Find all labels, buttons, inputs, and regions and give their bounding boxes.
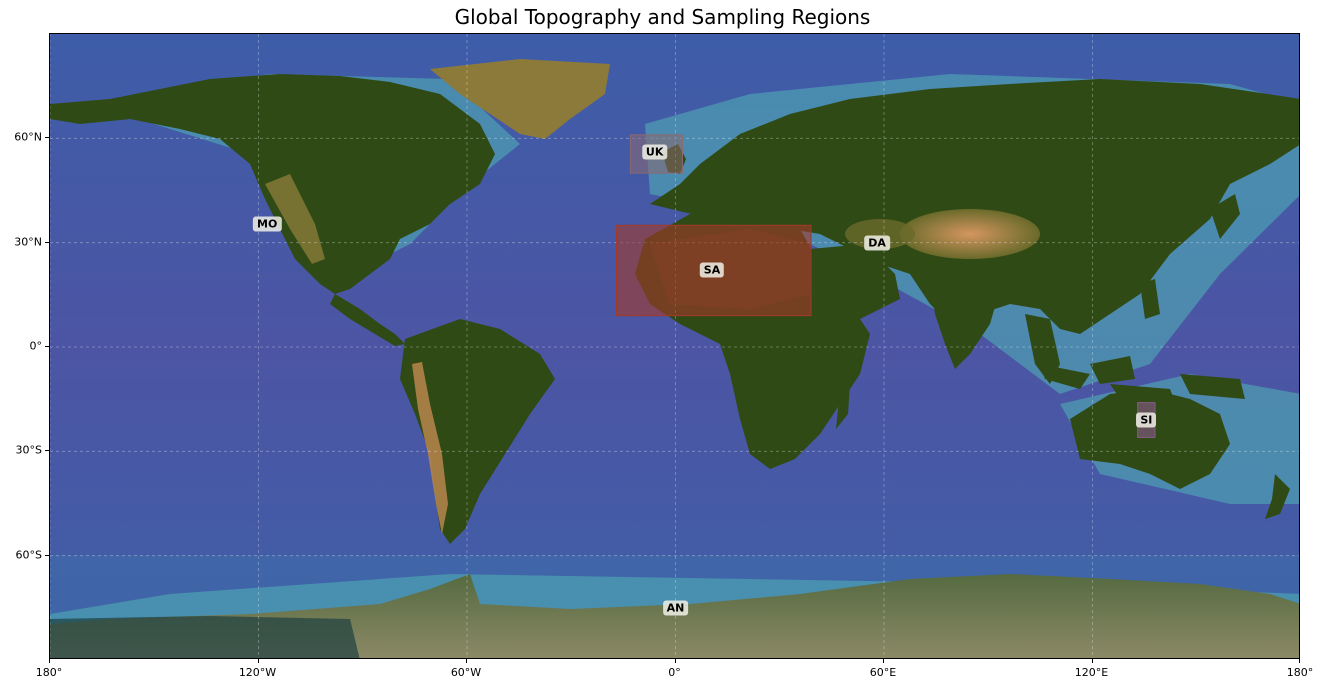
x-tick-mark bbox=[466, 659, 467, 663]
x-tick-mark bbox=[1091, 659, 1093, 663]
east-asia-islands bbox=[1140, 194, 1240, 319]
region-label-da[interactable]: DA bbox=[864, 235, 890, 251]
x-tick-label: 60°E bbox=[869, 666, 897, 679]
y-tick-mark bbox=[45, 450, 49, 452]
y-tick-label: 0° bbox=[29, 339, 43, 353]
x-tick-mark bbox=[49, 659, 50, 663]
central-america-landmass bbox=[330, 294, 405, 346]
y-tick-mark bbox=[45, 137, 49, 139]
x-tick-label: 0° bbox=[668, 666, 681, 679]
x-tick-label: 120°W bbox=[238, 666, 277, 679]
y-tick-mark bbox=[45, 241, 49, 243]
new-zealand-landmass bbox=[1265, 474, 1290, 519]
map-panel[interactable]: UK MO SA DA SI AN bbox=[49, 33, 1300, 659]
world-map[interactable] bbox=[50, 34, 1300, 659]
y-tick-label: 30°N bbox=[14, 235, 42, 249]
x-tick-label: 180° bbox=[1286, 666, 1314, 679]
x-tick-label: 60°W bbox=[450, 666, 482, 679]
y-tick-label: 30°S bbox=[15, 443, 42, 457]
rocky-mountains bbox=[265, 174, 325, 264]
x-tick-label: 120°E bbox=[1074, 666, 1109, 679]
antarctica-landmass bbox=[50, 574, 1299, 658]
x-tick-mark bbox=[674, 659, 676, 663]
region-label-an[interactable]: AN bbox=[662, 600, 689, 616]
tibetan-plateau bbox=[900, 209, 1040, 259]
andes-highlands bbox=[412, 362, 448, 534]
region-label-si[interactable]: SI bbox=[1136, 412, 1157, 428]
y-tick-mark bbox=[45, 346, 49, 347]
y-tick-label: 60°S bbox=[15, 548, 42, 562]
map-title: Global Topography and Sampling Regions bbox=[454, 5, 871, 29]
x-tick-label: 180° bbox=[35, 666, 63, 679]
india-landmass bbox=[930, 274, 1000, 369]
madagascar-landmass bbox=[836, 384, 850, 429]
greenland-landmass bbox=[430, 59, 610, 139]
x-tick-mark bbox=[883, 659, 884, 663]
region-label-mo[interactable]: MO bbox=[253, 216, 282, 232]
x-tick-mark bbox=[1299, 659, 1300, 663]
antarctica-coast-shadow bbox=[50, 616, 360, 658]
y-tick-label: 60°N bbox=[14, 130, 42, 144]
x-tick-mark bbox=[257, 659, 259, 663]
eurasia-landmass bbox=[650, 79, 1299, 334]
australia-landmass bbox=[1070, 389, 1230, 489]
region-label-sa[interactable]: SA bbox=[699, 262, 725, 278]
iranian-highlands bbox=[845, 219, 915, 249]
y-tick-mark bbox=[45, 554, 49, 556]
region-label-uk[interactable]: UK bbox=[641, 144, 668, 160]
